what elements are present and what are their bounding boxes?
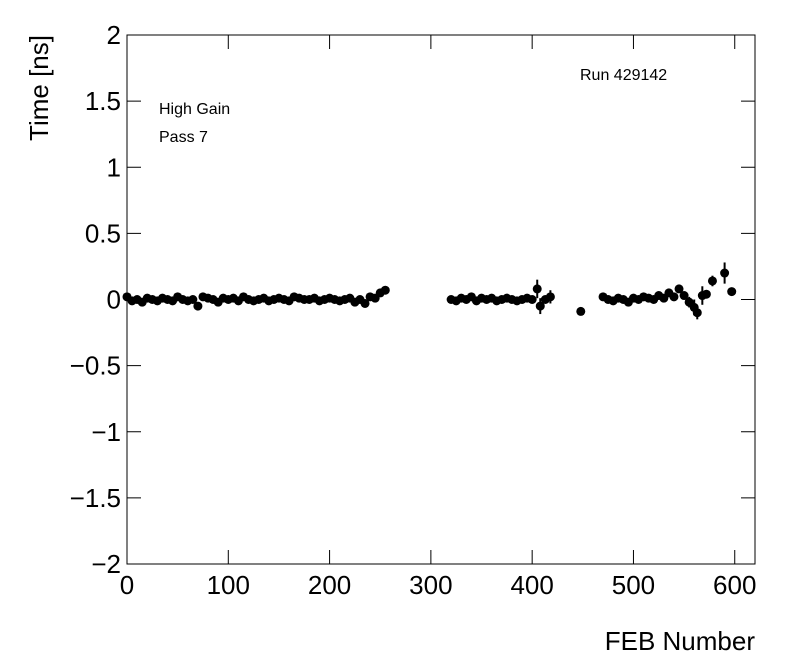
data-point xyxy=(188,295,198,304)
data-point xyxy=(527,295,537,304)
y-tick-label: 2 xyxy=(107,20,121,50)
y-axis-title: Time [ns] xyxy=(24,35,54,141)
y-tick-label: 0 xyxy=(107,285,121,315)
data-point xyxy=(720,268,730,278)
y-tick-label: −1.5 xyxy=(70,483,121,513)
data-point xyxy=(532,284,542,294)
data-point xyxy=(545,292,555,302)
annotation: Run 429142 xyxy=(580,67,667,84)
data-point xyxy=(701,289,711,299)
x-tick-label: 300 xyxy=(409,570,452,600)
annotation: Pass 7 xyxy=(159,129,208,146)
x-tick-label: 600 xyxy=(713,570,756,600)
data-point xyxy=(727,287,737,297)
data-point xyxy=(674,284,684,294)
y-tick-label: −0.5 xyxy=(70,351,121,381)
x-tick-label: 100 xyxy=(207,570,250,600)
y-tick-label: −2 xyxy=(91,549,121,579)
y-tick-label: 0.5 xyxy=(85,218,121,248)
x-tick-label: 500 xyxy=(612,570,655,600)
data-point xyxy=(669,292,679,302)
x-tick-label: 0 xyxy=(120,570,134,600)
y-tick-label: −1 xyxy=(91,417,121,447)
data-point xyxy=(707,276,717,286)
y-tick-label: 1 xyxy=(107,152,121,182)
x-axis-title: FEB Number xyxy=(605,626,756,656)
x-tick-label: 400 xyxy=(510,570,553,600)
data-point xyxy=(692,308,702,318)
data-point xyxy=(360,298,370,308)
data-point xyxy=(535,301,545,311)
data-point xyxy=(679,291,689,301)
x-tick-label: 200 xyxy=(308,570,351,600)
data-point xyxy=(576,306,586,316)
data-point xyxy=(380,285,390,295)
annotation: High Gain xyxy=(159,101,230,118)
y-tick-label: 1.5 xyxy=(85,86,121,116)
data-point xyxy=(193,301,203,311)
